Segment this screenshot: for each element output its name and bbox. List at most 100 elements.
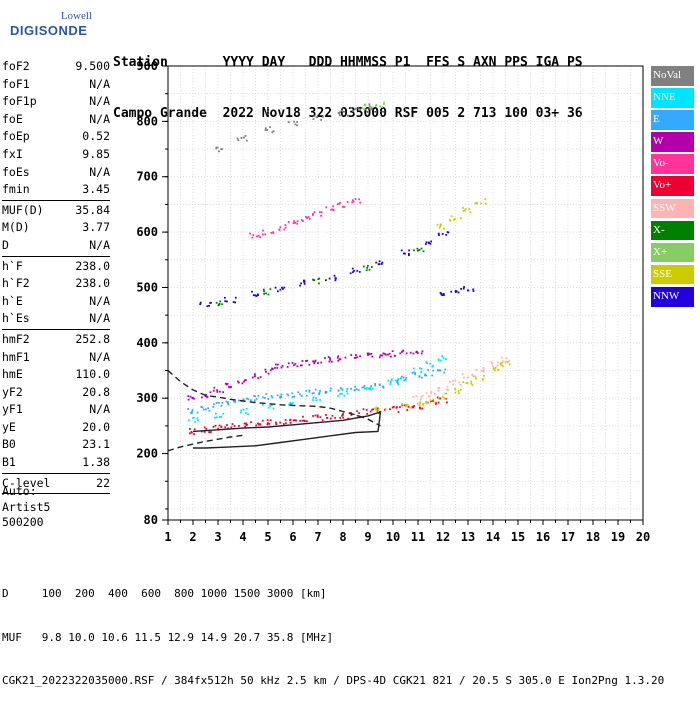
data-point — [303, 282, 306, 285]
data-point — [420, 376, 423, 379]
data-point — [214, 412, 217, 415]
x-tick-label: 16 — [536, 530, 550, 544]
data-point — [336, 356, 339, 359]
data-point — [443, 294, 445, 296]
param-row: hmE 110.0 — [2, 366, 110, 384]
data-point — [351, 267, 354, 270]
data-point — [462, 209, 465, 212]
data-point — [329, 417, 332, 420]
data-point — [400, 249, 403, 252]
data-point — [437, 359, 440, 362]
trace-curve — [167, 434, 244, 452]
data-point — [391, 350, 394, 353]
data-point — [291, 396, 294, 398]
legend-item: X- — [651, 220, 694, 241]
data-point — [370, 352, 373, 355]
data-point — [462, 206, 464, 209]
data-point — [389, 381, 392, 384]
data-point — [258, 423, 261, 425]
data-point — [482, 369, 485, 372]
data-point — [352, 200, 355, 203]
data-point — [411, 371, 414, 374]
data-point — [311, 214, 314, 216]
param-row: yF2 20.8 — [2, 384, 110, 402]
data-point — [221, 402, 224, 404]
data-point — [353, 269, 355, 272]
data-point — [247, 398, 250, 401]
data-point — [374, 407, 376, 410]
data-point — [419, 398, 422, 401]
param-label: h`Es — [2, 311, 30, 326]
param-value: 3.77 — [82, 220, 110, 235]
data-point — [484, 198, 487, 201]
data-point — [267, 398, 270, 400]
data-point — [463, 376, 465, 379]
data-point — [317, 278, 320, 280]
data-point — [193, 433, 195, 436]
data-point — [226, 300, 228, 303]
data-point — [407, 405, 410, 408]
data-point — [419, 402, 422, 405]
data-point — [481, 369, 483, 372]
data-point — [283, 286, 286, 289]
data-point — [305, 360, 307, 362]
data-point — [374, 384, 377, 387]
data-point — [314, 388, 317, 391]
data-point — [396, 382, 399, 384]
data-point — [294, 419, 296, 422]
param-separator — [2, 255, 110, 257]
param-label: hmF2 — [2, 331, 30, 346]
data-point — [244, 135, 247, 137]
data-point — [397, 411, 400, 413]
data-point — [191, 397, 194, 400]
data-point — [413, 404, 415, 407]
data-point — [363, 108, 366, 111]
data-point — [319, 416, 322, 419]
data-point — [271, 396, 274, 399]
data-point — [383, 408, 386, 411]
data-point — [293, 395, 296, 398]
data-point — [371, 408, 374, 411]
data-point — [453, 217, 456, 220]
data-point — [387, 353, 389, 356]
data-point — [315, 399, 318, 402]
data-point — [236, 137, 239, 140]
data-point — [345, 390, 348, 393]
data-point — [242, 136, 245, 139]
data-point — [412, 367, 415, 370]
data-point — [369, 106, 372, 109]
x-tick-label: 15 — [511, 530, 525, 544]
data-point — [245, 407, 248, 410]
data-point — [413, 249, 415, 252]
param-value: N/A — [89, 94, 110, 109]
param-row: h`E N/A — [2, 293, 110, 311]
data-point — [411, 405, 414, 408]
legend-item: NoVal — [651, 66, 694, 86]
data-point — [312, 360, 314, 363]
x-tick-label: 17 — [561, 530, 575, 544]
data-point — [354, 198, 357, 200]
param-row: B1 1.38 — [2, 454, 110, 472]
data-point — [289, 401, 292, 404]
data-point — [396, 379, 399, 382]
data-point — [270, 231, 273, 234]
data-point — [208, 409, 211, 412]
auto-artist: Artist5 — [2, 499, 51, 514]
data-point — [279, 226, 282, 229]
data-point — [372, 408, 375, 411]
logo-line2: DIGISONDE — [10, 23, 88, 38]
data-point — [199, 303, 202, 306]
data-point — [328, 277, 331, 280]
data-point — [482, 378, 484, 381]
data-point — [367, 354, 369, 356]
data-point — [215, 402, 218, 404]
data-point — [352, 110, 355, 113]
data-point — [296, 365, 299, 368]
data-point — [264, 233, 267, 236]
param-row: MUF(D) 35.84 — [2, 202, 110, 220]
data-point — [421, 350, 424, 353]
plot-frame — [167, 65, 644, 521]
data-point — [257, 394, 260, 397]
data-point — [390, 378, 393, 381]
data-point — [304, 215, 307, 218]
